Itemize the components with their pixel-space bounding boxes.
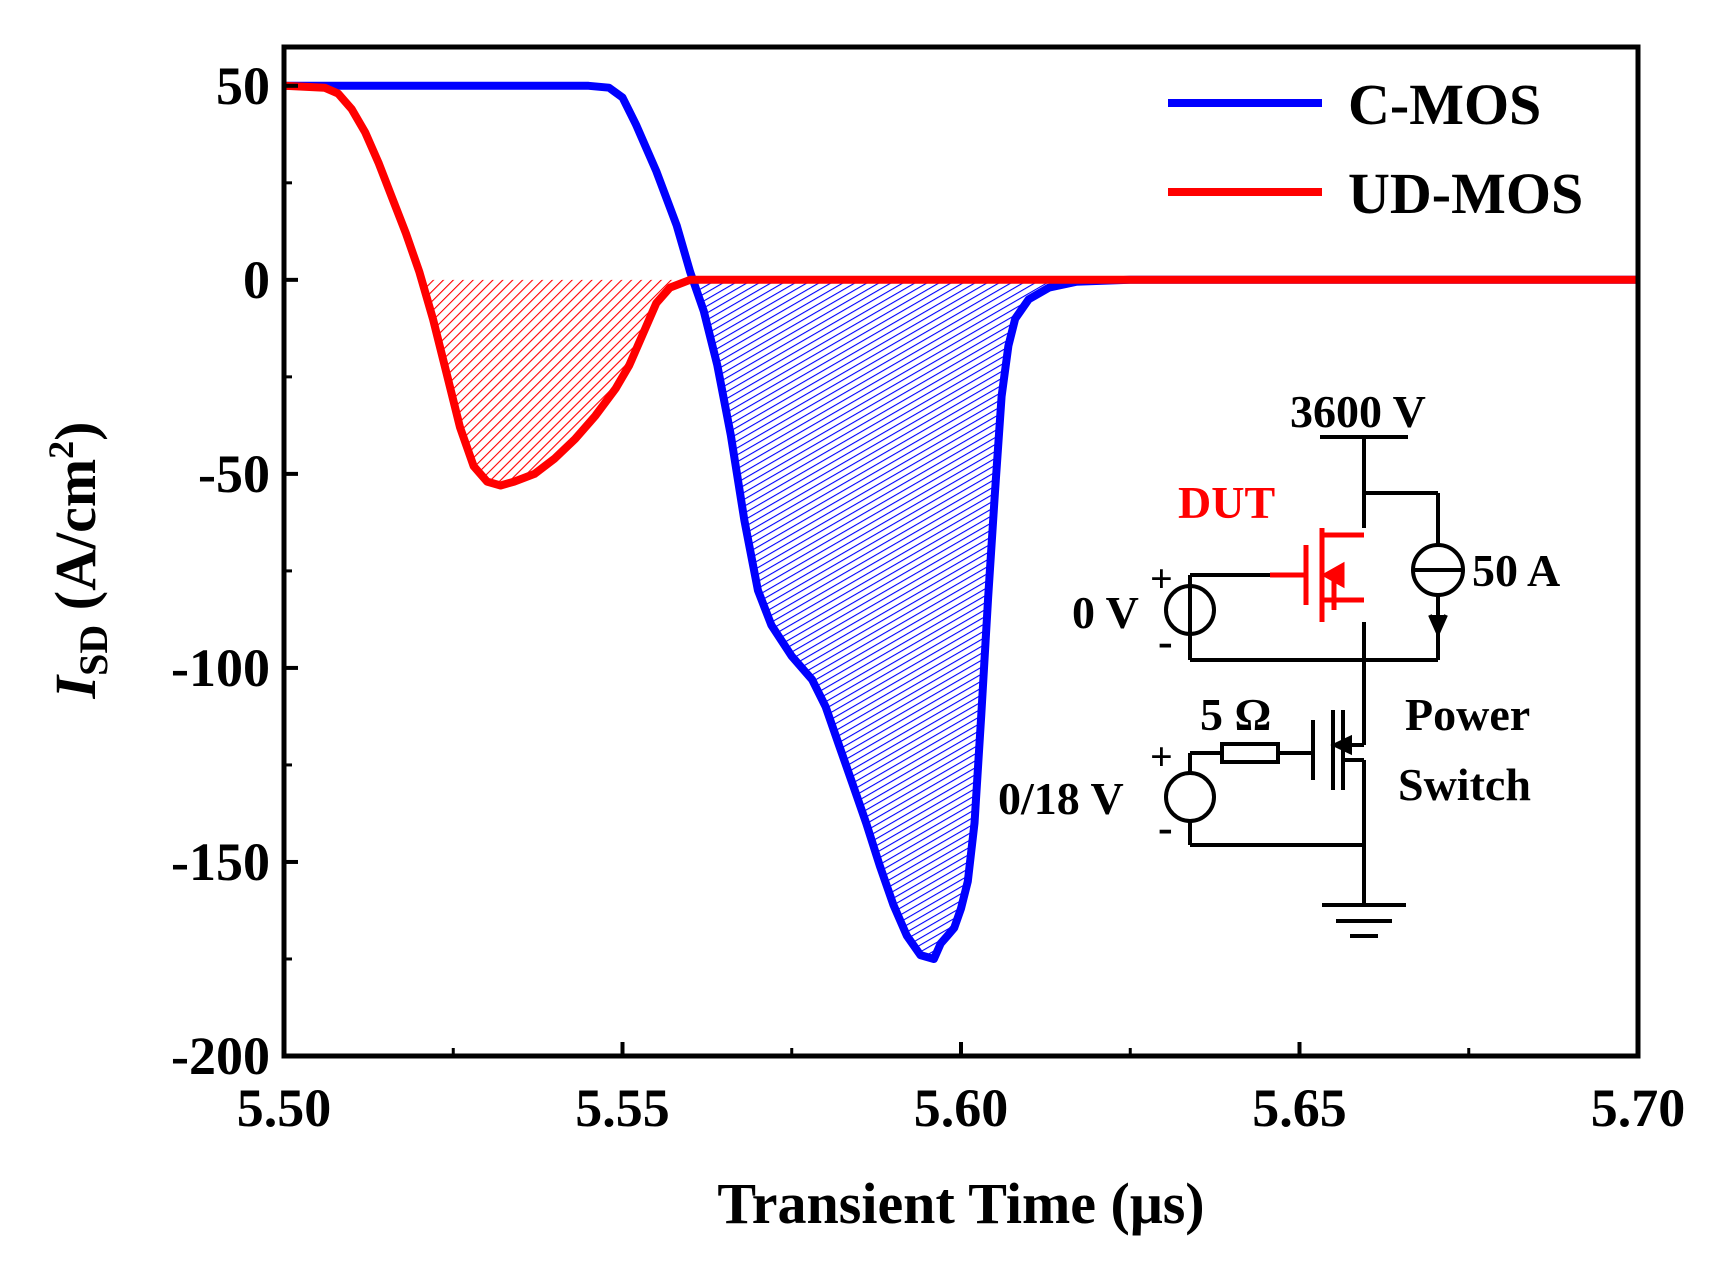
plot-frame <box>281 44 1641 1059</box>
y-axis-symbol: I <box>43 673 108 699</box>
y-axis-units: (A/cm <box>43 459 108 625</box>
inset-circuit <box>1164 435 1465 938</box>
y-axis-subscript: SD <box>71 625 116 676</box>
switch-gate-minus: - <box>1158 803 1173 852</box>
x-tick-label: 5.60 <box>914 1078 1009 1138</box>
series-lines <box>284 81 1638 963</box>
legend-label-ud-mos: UD-MOS <box>1348 161 1583 226</box>
dut-label: DUT <box>1178 477 1275 528</box>
switch-gate-source-symbol <box>1164 771 1216 823</box>
y-axis-power: 2 <box>41 441 81 459</box>
dut-gate-plus: + <box>1150 556 1173 601</box>
y-tick-label: 0 <box>243 250 270 310</box>
current-arrow-icon <box>1428 614 1448 638</box>
y-tick-labels: 50 0 -50 -100 -150 -200 <box>171 56 270 1086</box>
x-tick-label: 5.50 <box>237 1078 332 1138</box>
shaded-area-c-mos <box>690 279 1638 959</box>
switch-gate-voltage-label: 0/18 V <box>998 773 1124 824</box>
y-tick-label: -100 <box>171 638 270 698</box>
shaded-areas <box>419 279 1638 959</box>
y-tick-label: -150 <box>171 832 270 892</box>
current-source-label: 50 A <box>1472 545 1560 596</box>
y-axis-label: ISD (A/cm2) <box>41 422 116 700</box>
x-tick-label: 5.70 <box>1591 1078 1686 1138</box>
legend: C-MOS UD-MOS <box>1168 72 1583 226</box>
legend-label-c-mos: C-MOS <box>1348 72 1541 137</box>
x-tick-labels: 5.50 5.55 5.60 5.65 5.70 <box>237 1078 1686 1138</box>
x-axis-label: Transient Time (μs) <box>717 1171 1204 1236</box>
dut-transistor <box>1270 528 1364 622</box>
x-tick-label: 5.55 <box>575 1078 670 1138</box>
dut-gate-source-symbol <box>1164 584 1216 636</box>
y-tick-label: -200 <box>171 1026 270 1086</box>
shaded-area-ud-mos <box>419 279 1638 486</box>
resistor-symbol <box>1220 742 1280 764</box>
x-tick-label: 5.65 <box>1252 1078 1347 1138</box>
y-tick-label: -50 <box>198 444 270 504</box>
series-line-c-mos <box>284 81 1638 963</box>
inset-labels: 3600 V DUT 50 A 0 V + - 5 Ω 0/18 V + - P… <box>998 386 1560 852</box>
dut-gate-minus: - <box>1158 617 1173 666</box>
switch-label-line2: Switch <box>1398 759 1531 810</box>
dut-gate-voltage-label: 0 V <box>1072 587 1139 638</box>
switch-label-line1: Power <box>1405 689 1530 740</box>
switch-arrow-icon <box>1330 734 1352 756</box>
y-tick-label: 50 <box>216 56 270 116</box>
supply-label: 3600 V <box>1290 386 1426 437</box>
series-line-ud-mos <box>284 81 1638 490</box>
switch-gate-plus: + <box>1150 734 1173 779</box>
resistor-label: 5 Ω <box>1200 689 1271 740</box>
y-axis-close: ) <box>43 422 108 441</box>
